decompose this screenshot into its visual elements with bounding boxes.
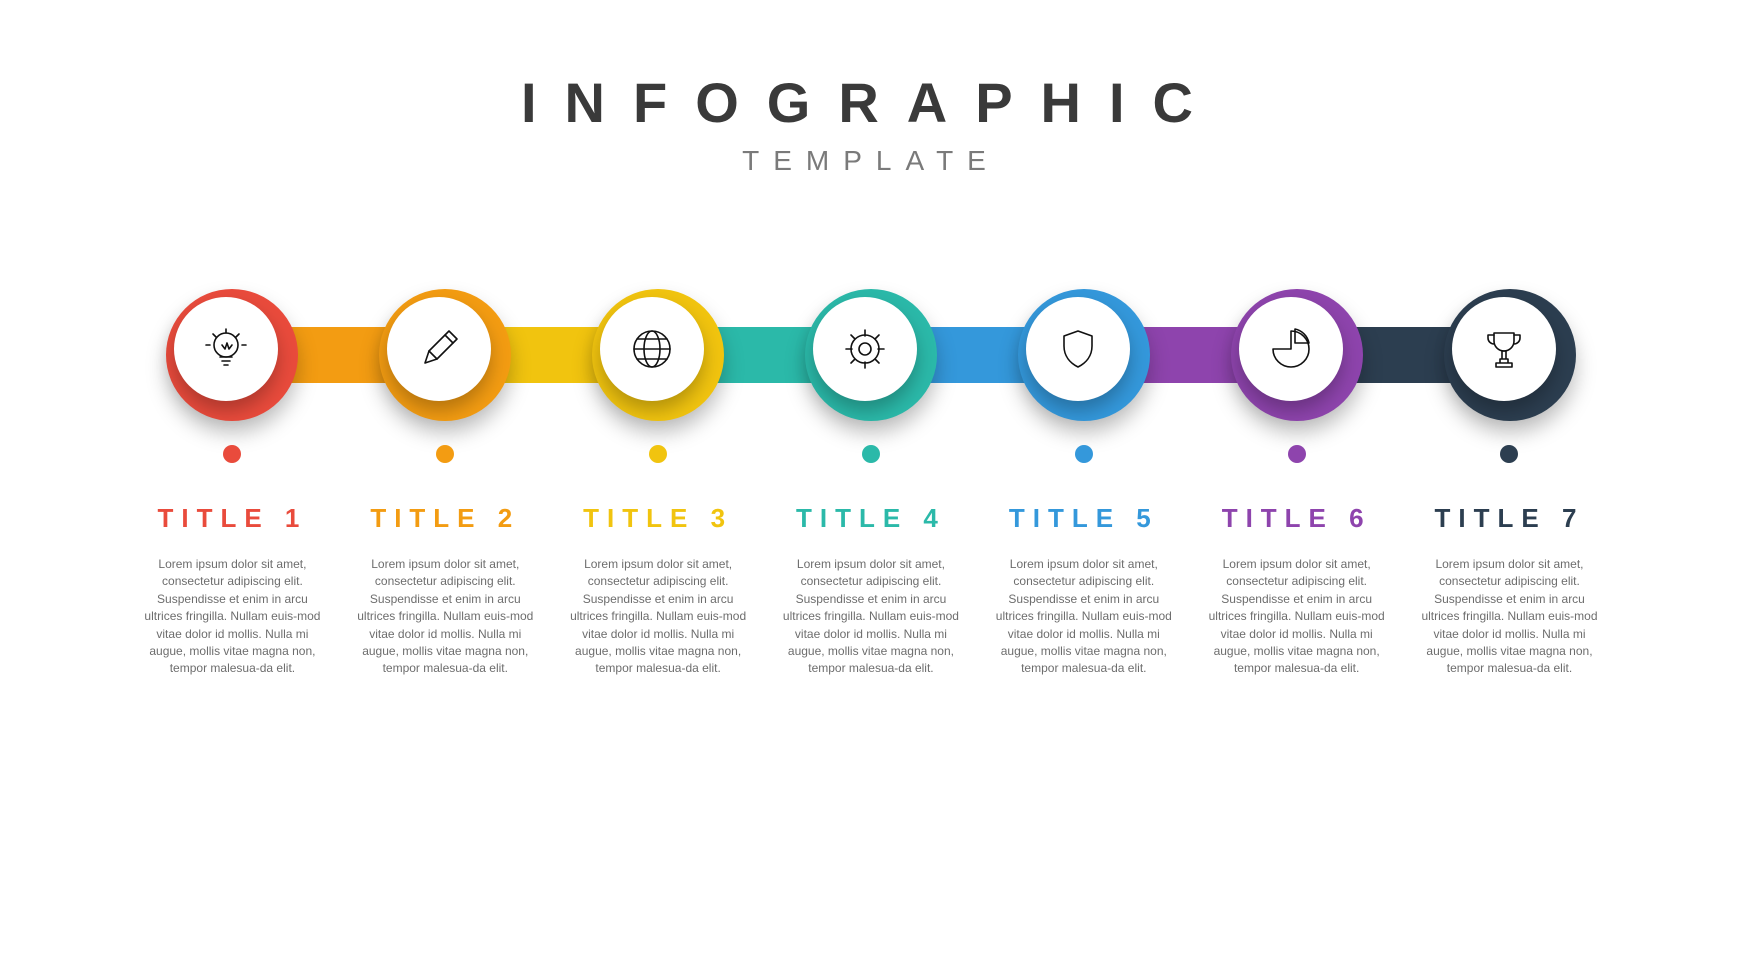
step-inner	[1026, 297, 1130, 401]
step-node-1	[166, 289, 298, 421]
step-dot	[1288, 445, 1306, 463]
step-label-3: TITLE 3 Lorem ipsum dolor sit amet, conse…	[552, 445, 765, 678]
pie-chart-icon	[1267, 325, 1315, 373]
step-node-5	[1018, 289, 1150, 421]
step-node-2	[379, 289, 511, 421]
step-title: TITLE 6	[1202, 503, 1391, 534]
step-title: TITLE 4	[777, 503, 966, 534]
step-node-6	[1231, 289, 1363, 421]
step-title: TITLE 5	[989, 503, 1178, 534]
step-dot	[436, 445, 454, 463]
step-dot	[649, 445, 667, 463]
timeline	[0, 280, 1742, 430]
step-inner	[1452, 297, 1556, 401]
labels-row: TITLE 1 Lorem ipsum dolor sit amet, conse…	[0, 445, 1742, 678]
step-body: Lorem ipsum dolor sit amet, consectetur …	[777, 556, 966, 678]
step-label-7: TITLE 7 Lorem ipsum dolor sit amet, conse…	[1403, 445, 1616, 678]
step-label-6: TITLE 6 Lorem ipsum dolor sit amet, conse…	[1190, 445, 1403, 678]
step-dot	[223, 445, 241, 463]
lightbulb-icon	[202, 325, 250, 373]
main-title: INFOGRAPHIC	[0, 70, 1742, 135]
step-title: TITLE 7	[1415, 503, 1604, 534]
step-inner	[1239, 297, 1343, 401]
step-label-2: TITLE 2 Lorem ipsum dolor sit amet, conse…	[339, 445, 552, 678]
step-body: Lorem ipsum dolor sit amet, consectetur …	[1415, 556, 1604, 678]
header: INFOGRAPHIC TEMPLATE	[0, 0, 1742, 177]
step-body: Lorem ipsum dolor sit amet, consectetur …	[564, 556, 753, 678]
step-inner	[813, 297, 917, 401]
step-body: Lorem ipsum dolor sit amet, consectetur …	[138, 556, 327, 678]
step-body: Lorem ipsum dolor sit amet, consectetur …	[1202, 556, 1391, 678]
infographic-page: INFOGRAPHIC TEMPLATE TITLE 1 Lorem ipsum …	[0, 0, 1742, 980]
pencil-icon	[415, 325, 463, 373]
globe-icon	[628, 325, 676, 373]
step-inner	[600, 297, 704, 401]
step-label-1: TITLE 1 Lorem ipsum dolor sit amet, conse…	[126, 445, 339, 678]
step-node-4	[805, 289, 937, 421]
step-label-5: TITLE 5 Lorem ipsum dolor sit amet, conse…	[977, 445, 1190, 678]
step-body: Lorem ipsum dolor sit amet, consectetur …	[989, 556, 1178, 678]
shield-icon	[1054, 325, 1102, 373]
step-dot	[1075, 445, 1093, 463]
step-title: TITLE 3	[564, 503, 753, 534]
step-dot	[1500, 445, 1518, 463]
step-dot	[862, 445, 880, 463]
step-node-7	[1444, 289, 1576, 421]
step-title: TITLE 1	[138, 503, 327, 534]
sub-title: TEMPLATE	[0, 145, 1742, 177]
step-node-3	[592, 289, 724, 421]
step-inner	[174, 297, 278, 401]
step-inner	[387, 297, 491, 401]
step-label-4: TITLE 4 Lorem ipsum dolor sit amet, conse…	[765, 445, 978, 678]
gear-icon	[841, 325, 889, 373]
step-body: Lorem ipsum dolor sit amet, consectetur …	[351, 556, 540, 678]
trophy-icon	[1480, 325, 1528, 373]
step-title: TITLE 2	[351, 503, 540, 534]
